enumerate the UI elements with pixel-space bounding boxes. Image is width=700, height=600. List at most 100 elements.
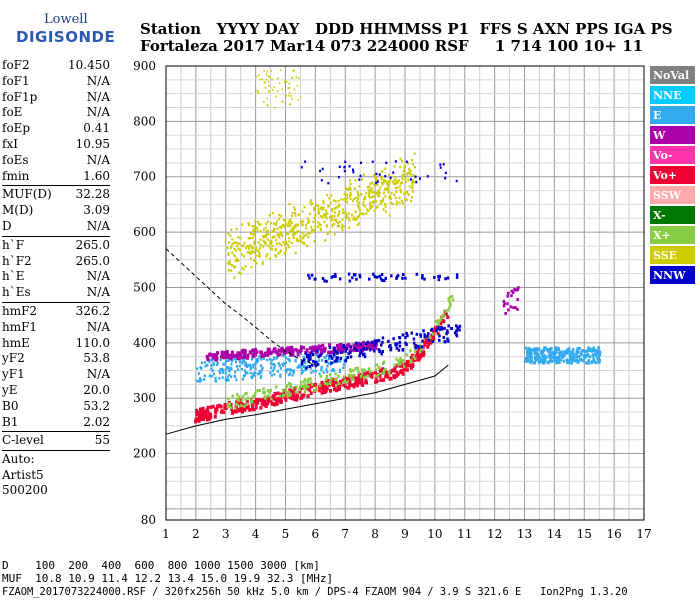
echo-point bbox=[393, 193, 396, 196]
echo-point bbox=[342, 198, 345, 201]
echo-point bbox=[349, 182, 352, 186]
echo-point bbox=[390, 274, 393, 278]
echo-point bbox=[253, 353, 256, 357]
echo-point bbox=[305, 366, 308, 370]
echo-point bbox=[563, 354, 566, 358]
echo-point bbox=[321, 277, 325, 280]
echo-point bbox=[385, 182, 388, 185]
echo-point bbox=[340, 198, 343, 201]
echo-point bbox=[225, 379, 228, 382]
echo-point bbox=[200, 412, 204, 417]
legend-x: X- bbox=[650, 206, 695, 226]
echo-point bbox=[380, 178, 383, 181]
echo-point bbox=[389, 179, 392, 182]
echo-point bbox=[421, 339, 424, 343]
param-name: hmE bbox=[2, 335, 30, 350]
echo-point bbox=[309, 357, 312, 361]
echo-point bbox=[342, 225, 345, 228]
echo-point bbox=[282, 364, 285, 368]
echo-point bbox=[373, 349, 376, 353]
echo-point bbox=[329, 350, 333, 354]
echo-point bbox=[206, 357, 210, 361]
echo-point bbox=[338, 165, 341, 168]
echo-point bbox=[297, 239, 300, 243]
echo-point bbox=[305, 348, 309, 352]
echo-point bbox=[555, 361, 558, 365]
echo-point bbox=[349, 191, 352, 195]
echo-point bbox=[231, 264, 233, 267]
param-value: 10.450 bbox=[68, 58, 110, 72]
echo-point bbox=[394, 186, 397, 190]
echo-point bbox=[260, 402, 264, 406]
echo-point bbox=[364, 378, 368, 383]
echo-point bbox=[268, 76, 270, 78]
echo-point bbox=[326, 382, 329, 386]
echo-point bbox=[411, 179, 414, 182]
echo-point bbox=[254, 371, 257, 374]
echo-point bbox=[243, 369, 247, 373]
echo-point bbox=[275, 399, 279, 404]
echo-point bbox=[234, 265, 237, 268]
echo-point bbox=[340, 380, 343, 384]
echo-point bbox=[291, 97, 293, 100]
echo-point bbox=[355, 341, 358, 345]
echo-point bbox=[224, 368, 227, 372]
echo-point bbox=[357, 205, 360, 208]
echo-point bbox=[375, 180, 378, 183]
echo-point bbox=[589, 348, 592, 352]
echo-point bbox=[270, 397, 273, 401]
echo-point bbox=[394, 196, 397, 200]
param-value: 55 bbox=[94, 433, 110, 448]
echo-point bbox=[356, 191, 359, 194]
echo-point bbox=[281, 393, 285, 397]
echo-point bbox=[356, 348, 360, 352]
echo-point bbox=[222, 362, 225, 366]
echo-point bbox=[266, 401, 269, 406]
echo-point bbox=[323, 214, 326, 217]
echo-point bbox=[335, 383, 338, 387]
echo-point bbox=[370, 375, 374, 379]
echo-point bbox=[206, 408, 210, 412]
echo-point bbox=[410, 199, 413, 203]
echo-point bbox=[528, 347, 531, 351]
echo-point bbox=[331, 225, 334, 228]
echo-point bbox=[378, 350, 381, 354]
echo-point bbox=[266, 97, 268, 100]
echo-point bbox=[377, 194, 380, 197]
echo-point bbox=[576, 349, 579, 353]
header-labels: Station YYYY DAY DDD HHMMSS P1 FFS S AXN… bbox=[140, 20, 673, 38]
echo-point bbox=[455, 329, 458, 333]
echo-point bbox=[380, 273, 384, 276]
echo-point bbox=[294, 214, 297, 217]
echo-point bbox=[596, 357, 599, 361]
echo-point bbox=[339, 351, 343, 354]
echo-point bbox=[315, 360, 318, 364]
echo-point bbox=[263, 395, 267, 399]
echo-point bbox=[259, 230, 262, 233]
param-value: N/A bbox=[86, 285, 110, 300]
param-value: 2.02 bbox=[83, 414, 110, 429]
echo-point bbox=[530, 350, 533, 354]
echo-point bbox=[253, 240, 256, 243]
echo-point bbox=[404, 341, 407, 345]
echo-point bbox=[429, 336, 432, 340]
echo-point bbox=[256, 226, 259, 229]
echo-point bbox=[264, 403, 268, 408]
echo-point bbox=[422, 329, 425, 333]
echo-point bbox=[354, 379, 358, 383]
echo-point bbox=[335, 388, 338, 392]
param-fmin: fmin 1.60 bbox=[2, 169, 110, 185]
echo-point bbox=[230, 359, 234, 363]
echo-point bbox=[284, 389, 288, 393]
x-tick-label: 9 bbox=[401, 527, 409, 541]
echo-point bbox=[418, 355, 422, 360]
echo-point bbox=[437, 320, 440, 324]
echo-point bbox=[347, 352, 350, 356]
echo-point bbox=[358, 222, 360, 225]
echo-point bbox=[334, 272, 337, 276]
echo-point bbox=[295, 230, 298, 234]
echo-point bbox=[275, 223, 278, 226]
echo-point bbox=[418, 344, 422, 348]
echo-point bbox=[244, 397, 247, 401]
param-name: M(D) bbox=[2, 203, 34, 218]
